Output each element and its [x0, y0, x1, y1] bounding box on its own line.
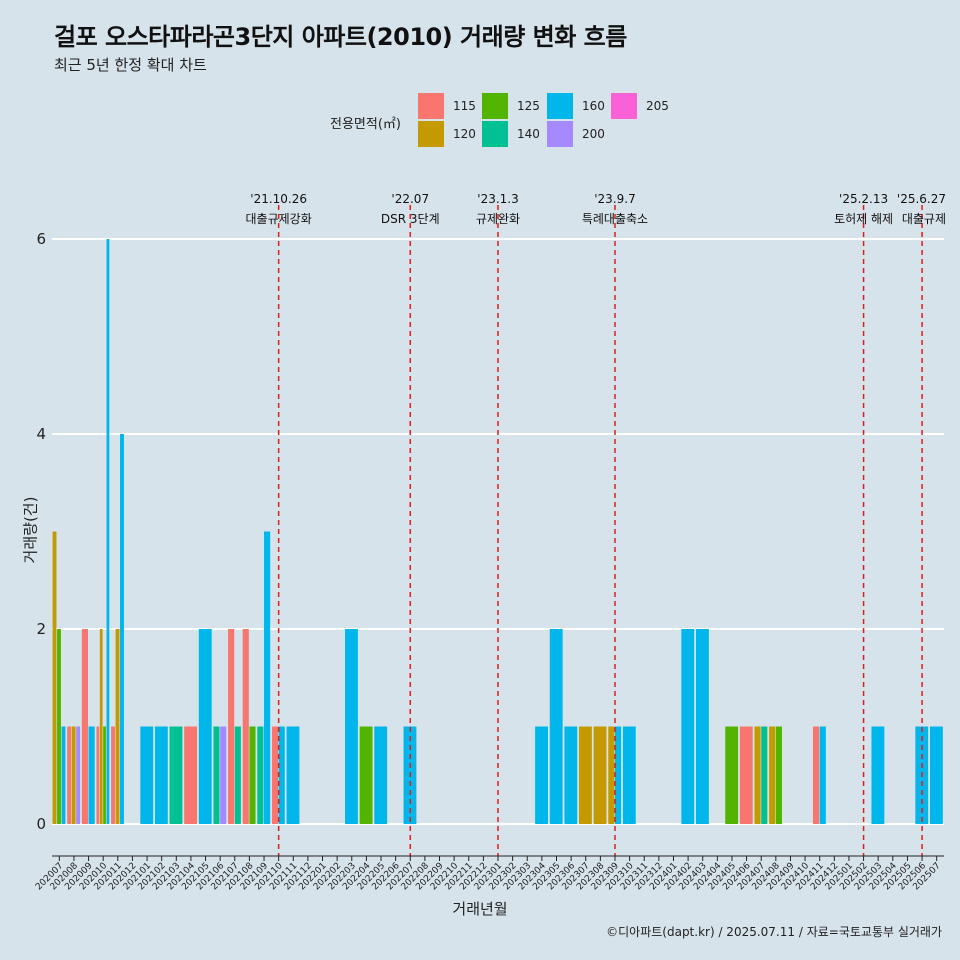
- bar-202406-115: [739, 726, 753, 824]
- bar-202011-160: [120, 434, 124, 824]
- bar-202108-125: [249, 726, 256, 824]
- bar-202402-160: [681, 629, 695, 824]
- bar-202010-115: [96, 726, 100, 824]
- bar-202011-120: [115, 629, 120, 824]
- legend: 전용면적(㎡) 115 120 125 140 160 200 205: [330, 93, 690, 153]
- bar-202010-125: [103, 726, 106, 824]
- bar-202307-120: [579, 726, 592, 824]
- event-date-label: '21.10.26: [250, 192, 307, 206]
- event-name-label: 규제완화: [476, 212, 520, 226]
- bar-202109-160: [264, 531, 271, 824]
- bar-202110-160: [278, 726, 285, 824]
- bar-202503-160: [871, 726, 885, 824]
- x-axis-title: 거래년월: [452, 900, 508, 918]
- bar-202007-160: [61, 726, 66, 824]
- bar-202110-115: [271, 726, 279, 824]
- bar-202205-160: [374, 726, 388, 824]
- event-date-label: '25.2.13: [839, 192, 888, 206]
- bar-202408-125: [775, 726, 782, 824]
- y-tick-label: 4: [36, 425, 46, 443]
- bar-202105-160: [198, 629, 212, 824]
- bar-202305-160: [549, 629, 563, 824]
- bar-202008-120: [71, 726, 76, 824]
- bar-202411-115: [812, 726, 820, 824]
- event-name-label: DSR 3단계: [381, 212, 440, 226]
- bar-202007-125: [57, 629, 61, 824]
- bar-202107-140: [234, 726, 241, 824]
- bar-202104-115: [184, 726, 198, 824]
- event-name-label: 특례대출축소: [582, 212, 648, 226]
- y-tick-label: 6: [36, 230, 46, 248]
- bar-202103-140: [169, 726, 183, 824]
- bar-202308-120: [593, 726, 607, 824]
- bar-202011-115: [111, 726, 115, 824]
- source-caption: ©디아파트(dapt.kr) / 2025.07.11 / 자료=국토교통부 실…: [606, 925, 942, 939]
- y-tick-label: 0: [36, 815, 46, 833]
- y-tick-label: 2: [36, 620, 46, 638]
- bar-202007-120: [52, 531, 57, 824]
- event-date-label: '22.07: [391, 192, 429, 206]
- legend-label: 140: [517, 127, 540, 141]
- bar-202111-160: [286, 726, 300, 824]
- legend-label: 160: [582, 99, 605, 113]
- bar-202408-120: [769, 726, 776, 824]
- bar-202008-115: [67, 726, 72, 824]
- event-date-label: '23.9.7: [594, 192, 635, 206]
- legend-swatch: [611, 93, 637, 119]
- bar-202507-160: [929, 726, 943, 824]
- bar-202204-125: [359, 726, 373, 824]
- event-name-label: 대출규제강화: [246, 212, 312, 226]
- bar-202309-120: [608, 726, 615, 824]
- legend-swatch: [482, 121, 508, 147]
- bar-202405-125: [725, 726, 739, 824]
- bar-202407-120: [754, 726, 761, 824]
- y-axis-title: 거래량(건): [21, 496, 40, 564]
- bar-202108-115: [242, 629, 249, 824]
- event-name-label: 토허제 해제: [834, 212, 893, 226]
- bar-202403-160: [695, 629, 709, 824]
- bar-202102-160: [154, 726, 168, 824]
- bar-202010-160: [106, 239, 110, 824]
- chart-subtitle: 최근 5년 한정 확대 차트: [54, 56, 207, 74]
- legend-swatch: [418, 93, 444, 119]
- bar-202009-115: [81, 629, 88, 824]
- legend-swatch: [547, 121, 573, 147]
- bar-202411-160: [819, 726, 826, 824]
- legend-label: 125: [517, 99, 540, 113]
- legend-title: 전용면적(㎡): [330, 117, 401, 132]
- bar-202008-200: [76, 726, 81, 824]
- legend-label: 120: [453, 127, 476, 141]
- bar-202109-140: [257, 726, 264, 824]
- bar-202009-160: [88, 726, 95, 824]
- chart-title: 걸포 오스타파라곤3단지 아파트(2010) 거래량 변화 흐름: [54, 23, 627, 51]
- legend-label: 115: [453, 99, 476, 113]
- legend-swatch: [482, 93, 508, 119]
- bar-202107-115: [228, 629, 235, 824]
- event-date-label: '23.1.3: [477, 192, 518, 206]
- bar-202106-140: [213, 726, 220, 824]
- bar-202010-120: [99, 629, 103, 824]
- legend-swatch: [547, 93, 573, 119]
- event-date-label: '25.6.27: [897, 192, 946, 206]
- legend-label: 205: [646, 99, 669, 113]
- legend-label: 200: [582, 127, 605, 141]
- bar-202101-160: [140, 726, 154, 824]
- bar-202306-160: [564, 726, 578, 824]
- legend-swatch: [418, 121, 444, 147]
- bar-202407-140: [761, 726, 768, 824]
- bar-202310-160: [622, 726, 636, 824]
- event-name-label: 대출규제: [902, 212, 946, 226]
- bar-202203-160: [345, 629, 358, 824]
- bar-202309-160: [614, 726, 622, 824]
- bar-202106-200: [220, 726, 227, 824]
- bar-202304-160: [535, 726, 548, 824]
